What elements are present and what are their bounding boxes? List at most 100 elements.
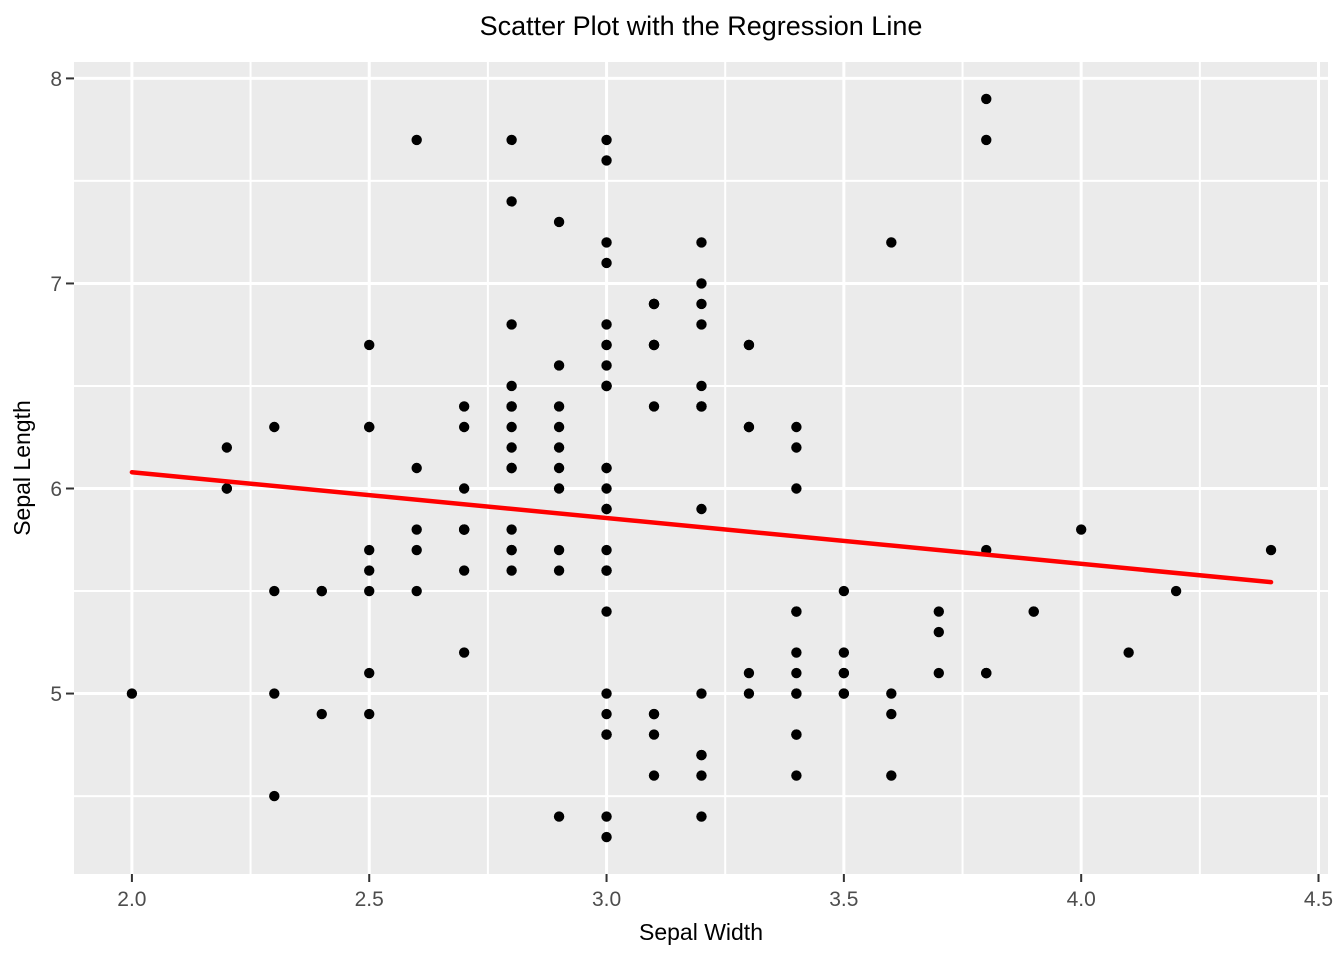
data-point xyxy=(696,278,707,289)
data-point xyxy=(458,483,470,494)
data-point xyxy=(506,565,517,576)
data-point xyxy=(601,729,612,740)
data-point xyxy=(791,770,802,781)
data-point xyxy=(601,360,612,371)
x-tick-label: 4.5 xyxy=(1304,888,1333,911)
data-point xyxy=(601,462,612,474)
data-point xyxy=(791,421,802,433)
data-point xyxy=(838,647,850,658)
data-point xyxy=(601,606,612,617)
regression-line xyxy=(129,469,1274,585)
data-point xyxy=(601,503,612,515)
data-point xyxy=(981,667,992,679)
data-point xyxy=(696,811,707,822)
data-point xyxy=(743,339,755,351)
data-point xyxy=(364,565,375,576)
data-point xyxy=(696,770,707,781)
data-point xyxy=(364,421,375,433)
data-point xyxy=(506,442,517,453)
data-point xyxy=(696,503,707,515)
data-point xyxy=(553,462,565,474)
data-point xyxy=(696,319,707,330)
data-point xyxy=(601,565,612,576)
data-point xyxy=(791,688,802,699)
data-point xyxy=(838,688,850,699)
data-point xyxy=(743,688,755,699)
data-point xyxy=(458,401,470,412)
data-point xyxy=(981,134,992,146)
data-point xyxy=(316,585,327,597)
x-tick-label: 3.0 xyxy=(592,888,621,911)
data-point xyxy=(696,380,707,392)
y-tick-label: 6 xyxy=(50,478,62,501)
data-point xyxy=(601,708,612,720)
data-point xyxy=(791,647,802,658)
data-point xyxy=(506,544,517,556)
data-point xyxy=(221,483,233,494)
data-point xyxy=(506,196,517,207)
data-point xyxy=(601,134,612,146)
data-point xyxy=(601,319,612,330)
data-point xyxy=(933,667,944,679)
data-point xyxy=(648,401,660,412)
data-point xyxy=(601,237,612,248)
data-point xyxy=(791,729,802,740)
x-tick-label: 2.5 xyxy=(355,888,384,911)
data-point xyxy=(1028,606,1039,617)
data-point xyxy=(221,442,233,453)
data-point xyxy=(601,811,612,822)
y-tick-label: 7 xyxy=(50,273,62,296)
data-point xyxy=(838,585,850,597)
y-tick-label: 8 xyxy=(50,68,62,91)
data-point xyxy=(791,483,802,494)
data-point xyxy=(743,667,755,679)
data-point xyxy=(553,544,565,556)
data-point xyxy=(506,462,517,474)
data-point xyxy=(553,442,565,453)
plot-title: Scatter Plot with the Regression Line xyxy=(480,11,923,41)
y-tick-label: 5 xyxy=(50,683,62,706)
data-point xyxy=(696,237,707,248)
data-point xyxy=(316,708,327,720)
data-point xyxy=(506,319,517,330)
data-point xyxy=(601,380,612,392)
x-tick-label: 3.5 xyxy=(829,888,858,911)
data-point xyxy=(648,298,660,310)
data-point xyxy=(696,298,707,310)
data-point xyxy=(458,647,470,658)
data-point xyxy=(933,606,944,617)
data-point xyxy=(364,544,375,556)
data-point xyxy=(601,483,612,494)
data-point xyxy=(1123,647,1134,658)
x-tick-label: 2.0 xyxy=(117,888,146,911)
data-point xyxy=(364,667,375,679)
data-point xyxy=(411,524,422,535)
data-point xyxy=(886,237,897,248)
data-point xyxy=(411,462,422,474)
data-point xyxy=(696,749,707,761)
x-axis-title: Sepal Width xyxy=(639,919,763,945)
data-point xyxy=(648,339,660,351)
data-point xyxy=(458,524,470,535)
data-point xyxy=(364,585,375,597)
data-point xyxy=(458,565,470,576)
data-point xyxy=(1170,585,1182,597)
data-point xyxy=(648,708,660,720)
data-point xyxy=(506,401,517,412)
data-point xyxy=(838,667,850,679)
data-point xyxy=(126,688,138,699)
data-point xyxy=(269,790,280,802)
data-point xyxy=(553,483,565,494)
data-point xyxy=(601,339,612,351)
data-point xyxy=(791,442,802,453)
data-point xyxy=(933,626,944,638)
data-point xyxy=(553,421,565,433)
data-point xyxy=(269,421,280,433)
data-point xyxy=(506,524,517,535)
data-point xyxy=(553,360,565,371)
data-point xyxy=(553,811,565,822)
data-point xyxy=(601,831,612,843)
data-point xyxy=(886,688,897,699)
